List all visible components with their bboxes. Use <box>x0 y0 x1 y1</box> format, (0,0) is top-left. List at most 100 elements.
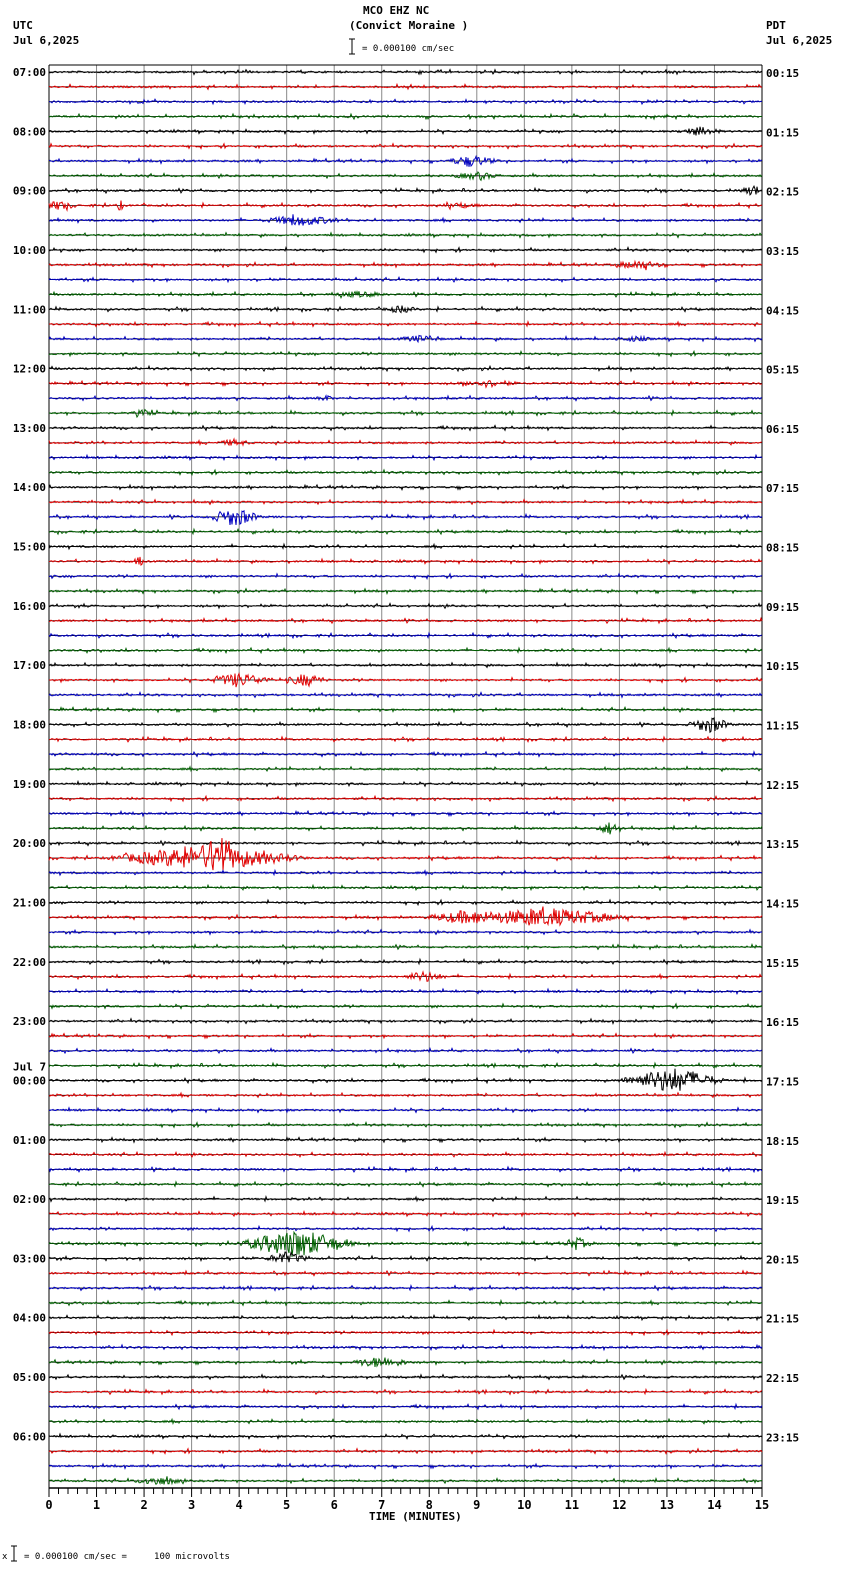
utc-hour-label: 13:00 <box>13 422 46 435</box>
seismic-trace <box>48 1150 763 1158</box>
seismic-trace <box>48 1343 763 1352</box>
seismic-trace <box>48 1387 763 1396</box>
pdt-hour-label: 05:15 <box>766 364 799 377</box>
seismic-trace <box>48 1432 763 1440</box>
seismic-trace <box>48 822 763 835</box>
pdt-hour-label: 15:15 <box>766 957 799 970</box>
x-tick-label: 15 <box>755 1498 769 1512</box>
seismic-trace <box>48 602 762 610</box>
x-tick-label: 13 <box>660 1498 674 1512</box>
pdt-hour-label: 01:15 <box>766 126 799 139</box>
seismic-trace <box>48 112 763 121</box>
seismic-trace <box>48 661 763 669</box>
seismic-trace <box>48 498 763 506</box>
seismic-trace <box>48 631 763 640</box>
utc-hour-label: 04:00 <box>13 1312 46 1325</box>
seismic-trace <box>48 1180 763 1189</box>
pdt-hour-label: 00:15 <box>766 67 799 80</box>
seismic-trace <box>48 987 763 996</box>
seismic-trace <box>48 527 763 536</box>
seismic-trace <box>48 883 763 892</box>
seismic-trace <box>48 1121 763 1129</box>
date-change-label: Jul 7 <box>13 1060 46 1073</box>
seismic-trace <box>48 1068 763 1091</box>
seismic-trace <box>48 1002 763 1010</box>
seismic-trace <box>48 928 763 936</box>
utc-hour-label: 00:00 <box>13 1074 46 1087</box>
pdt-hour-label: 23:15 <box>766 1431 799 1444</box>
utc-hour-label: 11:00 <box>13 303 46 316</box>
seismic-trace <box>48 214 763 226</box>
seismic-trace <box>48 794 763 803</box>
seismic-trace <box>48 690 763 699</box>
utc-hour-label: 07:00 <box>13 66 46 79</box>
seismic-trace <box>48 1224 762 1233</box>
seismic-trace <box>48 1017 763 1025</box>
seismic-trace <box>48 671 763 688</box>
pdt-hour-label: 13:15 <box>766 838 799 851</box>
x-axis-label: TIME (MINUTES) <box>369 1510 462 1523</box>
pdt-hour-label: 10:15 <box>766 660 799 673</box>
seismic-trace <box>48 483 763 492</box>
pdt-hour-label: 20:15 <box>766 1253 799 1266</box>
seismic-trace <box>48 542 763 551</box>
pdt-hour-label: 17:15 <box>766 1075 799 1088</box>
pdt-hour-label: 04:15 <box>766 304 799 317</box>
station-location: (Convict Moraine ) <box>349 19 469 32</box>
utc-hour-label: 03:00 <box>13 1252 46 1265</box>
x-tick-label: 1 <box>93 1498 100 1512</box>
x-tick-label: 3 <box>188 1498 195 1512</box>
seismic-trace <box>48 259 763 271</box>
seismic-trace <box>49 735 763 744</box>
seismic-trace <box>48 1357 763 1368</box>
pdt-hour-label: 14:15 <box>766 897 799 910</box>
seismic-trace <box>48 154 763 168</box>
seismic-trace <box>48 1091 763 1099</box>
seismic-trace <box>48 1165 763 1174</box>
seismic-trace <box>48 943 763 951</box>
utc-hour-label: 06:00 <box>13 1430 46 1443</box>
seismic-trace <box>48 716 763 734</box>
pdt-hour-label: 07:15 <box>766 482 799 495</box>
right-date: Jul 6,2025 <box>766 34 833 47</box>
seismic-trace <box>48 1106 763 1114</box>
utc-hour-label: 02:00 <box>13 1193 46 1206</box>
seismic-trace <box>48 1230 763 1257</box>
seismic-trace <box>48 1373 763 1381</box>
utc-hour-label: 14:00 <box>13 481 46 494</box>
utc-hour-label: 18:00 <box>13 719 46 732</box>
seismic-trace <box>48 320 763 328</box>
seismic-trace <box>48 839 763 847</box>
utc-hour-label: 12:00 <box>13 363 46 376</box>
x-tick-label: 12 <box>612 1498 626 1512</box>
seismic-trace <box>48 1298 763 1307</box>
seismic-trace <box>49 424 763 432</box>
seismic-trace <box>48 1210 763 1218</box>
seismic-trace <box>48 290 763 299</box>
x-tick-label: 4 <box>236 1498 243 1512</box>
seismic-trace <box>48 231 763 239</box>
seismic-trace <box>48 1417 763 1425</box>
footer-scale-bar-icon <box>11 1545 17 1562</box>
seismic-trace <box>48 1195 763 1203</box>
utc-hour-label: 21:00 <box>13 896 46 909</box>
seismic-trace <box>48 970 763 982</box>
seismic-trace <box>49 957 763 966</box>
seismic-trace <box>48 305 763 314</box>
seismic-trace <box>49 1046 763 1055</box>
seismic-trace <box>48 1284 763 1292</box>
seismic-trace <box>48 185 763 196</box>
seismic-trace <box>48 408 763 419</box>
seismic-trace <box>48 364 763 373</box>
x-tick-label: 0 <box>45 1498 52 1512</box>
pdt-hour-label: 19:15 <box>766 1194 799 1207</box>
pdt-hour-label: 09:15 <box>766 601 799 614</box>
utc-hour-label: 16:00 <box>13 600 46 613</box>
seismic-trace <box>48 556 763 566</box>
seismic-trace <box>48 509 763 526</box>
seismic-trace <box>48 765 762 773</box>
x-tick-label: 6 <box>331 1498 338 1512</box>
pdt-hour-label: 03:15 <box>766 245 799 258</box>
seismic-trace <box>48 379 763 389</box>
seismic-trace <box>48 838 763 871</box>
